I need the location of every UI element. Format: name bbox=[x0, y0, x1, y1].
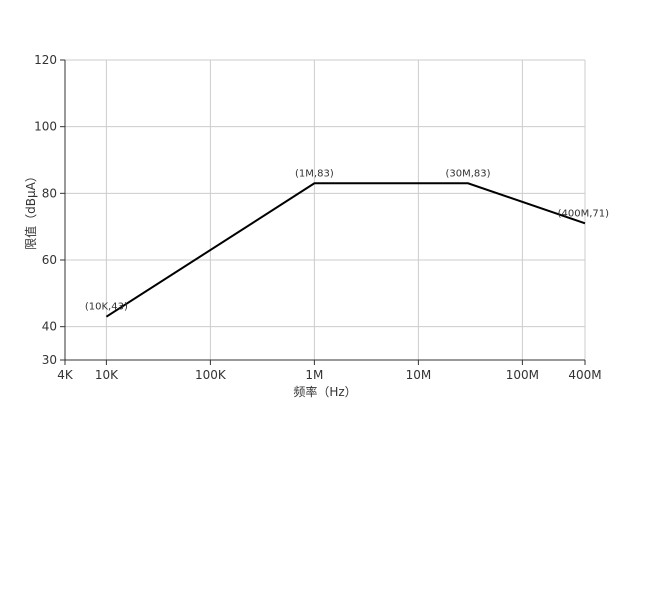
axis-layer: 4K 10K 100K 1M 10M 100M 400M 30 40 60 80 100 120 bbox=[34, 53, 602, 382]
y-tick-label: 60 bbox=[42, 253, 57, 267]
x-axis-title: 频率（Hz） bbox=[293, 384, 356, 399]
x-tick-label: 4K bbox=[57, 368, 74, 382]
x-tick-label: 10K bbox=[95, 368, 119, 382]
limit-series-line bbox=[105, 182, 586, 318]
series-layer bbox=[105, 182, 586, 318]
y-tick-label: 80 bbox=[42, 186, 57, 200]
y-axis-title: 限值（dBμA） bbox=[23, 170, 38, 250]
y-tick-label: 100 bbox=[34, 120, 57, 134]
x-tick-label: 10M bbox=[406, 368, 432, 382]
label-layer: (10K,43) (1M,83) (30M,83) (400M,71) bbox=[85, 168, 609, 312]
grid-layer bbox=[65, 59, 586, 360]
x-tick-label: 1M bbox=[305, 368, 323, 382]
y-tick-label: 120 bbox=[34, 53, 57, 67]
x-tick-label: 100K bbox=[195, 368, 227, 382]
point-label: (1M,83) bbox=[295, 168, 334, 179]
x-tick-label: 400M bbox=[568, 368, 601, 382]
y-tick-label: 30 bbox=[42, 353, 57, 367]
y-tick-label: 40 bbox=[42, 320, 57, 334]
x-tick-label: 100M bbox=[506, 368, 539, 382]
point-label: (10K,43) bbox=[85, 302, 128, 313]
point-label: (400M,71) bbox=[558, 208, 610, 219]
point-label: (30M,83) bbox=[445, 168, 490, 179]
